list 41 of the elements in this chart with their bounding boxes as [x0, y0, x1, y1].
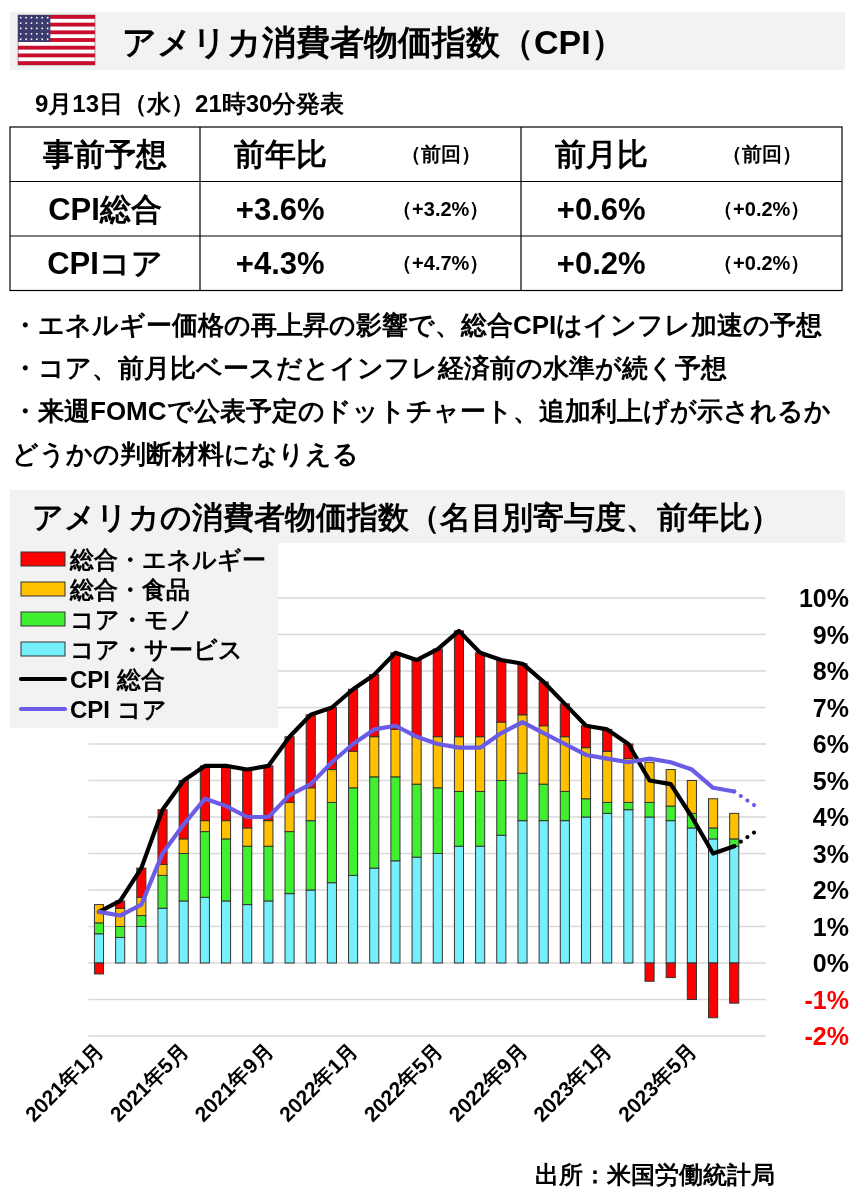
- text: ・コア、前月比ベースだとインフレ経済前の水準が続く予想: [12, 352, 727, 383]
- text: +3.6%: [235, 191, 325, 227]
- category-label: 前年比: [233, 137, 327, 173]
- chart-title: アメリカの消費者物価指数（名目別寄与度、前年比）: [32, 500, 781, 535]
- text: 事前予想: [43, 137, 167, 173]
- y-tick-label: 8%: [812, 657, 849, 685]
- text: アメリカ消費者物価指数（CPI）: [122, 23, 625, 61]
- text: （+4.7%）: [392, 252, 490, 275]
- text: +0.6%: [556, 191, 646, 227]
- text: （+3.2%）: [392, 197, 490, 220]
- text: ・エネルギー価格の再上昇の影響で、総合CPIはインフレ加速の予想: [12, 309, 823, 340]
- y-tick-label: 5%: [812, 766, 849, 795]
- category-label: CPI総合: [48, 191, 162, 227]
- legend-label: 総合・エネルギー: [69, 545, 266, 573]
- y-tick-label: 2%: [812, 876, 849, 904]
- text: ・来週FOMCで公表予定のドットチャート、追加利上げが示されるかどうかの判断材料になりえる: [12, 395, 831, 469]
- y-tick-label: 7%: [812, 693, 849, 722]
- y-tick-label: 1%: [812, 912, 849, 941]
- legend-label: CPI コア: [70, 695, 167, 723]
- category-label: CPIコア: [47, 246, 163, 282]
- y-tick-label: 10%: [798, 584, 849, 612]
- text: 9月13日（水）21時30分発表: [35, 90, 345, 117]
- text: +0.2%: [556, 246, 646, 282]
- legend-label: 総合・食品: [69, 575, 190, 603]
- y-tick-label: 3%: [812, 839, 849, 868]
- category-label: （前回）: [400, 143, 481, 166]
- text: 出所：米国労働統計局: [535, 1161, 775, 1188]
- y-tick-label: 4%: [812, 803, 849, 831]
- text: +4.3%: [235, 246, 325, 282]
- text: （+0.2%）: [713, 197, 811, 220]
- category-label: （前回）: [721, 143, 802, 166]
- category-label: 前月比: [554, 137, 648, 173]
- legend-label: CPI 総合: [70, 665, 165, 693]
- legend-label: コア・モノ: [70, 605, 194, 633]
- y-tick-label: 6%: [812, 730, 849, 758]
- text: （+0.2%）: [713, 252, 811, 275]
- y-tick-label: -1%: [804, 985, 849, 1014]
- y-tick-label: 9%: [812, 620, 849, 649]
- legend-label: コア・サービス: [70, 635, 243, 663]
- y-tick-label: 0%: [812, 949, 849, 977]
- y-tick-label: -2%: [804, 1022, 849, 1050]
